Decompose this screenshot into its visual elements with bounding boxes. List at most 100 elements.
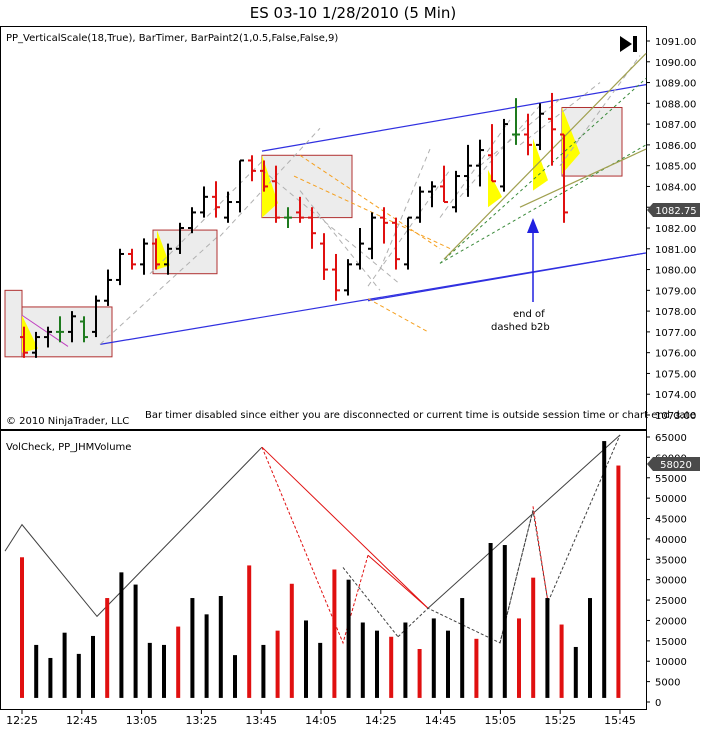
last-volume-label: 58020	[660, 460, 692, 471]
volume-bar	[559, 624, 564, 698]
last-volume-marker: 58020	[647, 457, 700, 471]
price-tick-label: 1073.00	[655, 411, 696, 422]
price-bar	[548, 92, 556, 166]
price-tick-label: 1077.00	[655, 328, 696, 339]
volume-tick-label: 10000	[655, 657, 687, 668]
price-tick-label: 1081.00	[655, 245, 696, 256]
fan-line-11	[559, 55, 641, 166]
price-bar	[500, 118, 508, 192]
price-bar	[236, 159, 244, 213]
price-tick-label: 1078.00	[655, 307, 696, 318]
support-trendline	[367, 252, 647, 302]
price-bar	[308, 207, 316, 249]
time-tick-label: 15:05	[485, 714, 517, 727]
price-tick-label: 1080.00	[655, 266, 696, 277]
price-tick-label: 1082.00	[655, 224, 696, 235]
time-tick-label: 14:05	[305, 714, 337, 727]
price-bar	[32, 331, 40, 358]
volume-bar	[62, 632, 67, 698]
price-bar	[176, 222, 184, 254]
volume-tick-label: 35000	[655, 555, 687, 566]
volume-bar	[162, 644, 166, 698]
price-bar	[20, 326, 28, 358]
volume-bar	[218, 596, 223, 698]
orange-dashed-1	[293, 175, 456, 252]
volume-bar	[76, 653, 81, 698]
price-tick-label: 1075.00	[655, 369, 696, 380]
volume-tick-label: 40000	[655, 535, 687, 546]
volume-zigzag-gray-1	[4, 446, 263, 618]
price-tick-label: 1089.00	[655, 79, 696, 90]
time-tick-label: 12:45	[66, 714, 98, 727]
price-tick-label: 1085.00	[655, 162, 696, 173]
time-tick-label: 14:25	[365, 714, 397, 727]
volume-bar	[261, 644, 266, 698]
time-tick-label: 13:45	[245, 714, 277, 727]
fan-line-3	[261, 169, 401, 285]
price-bar	[428, 181, 436, 208]
price-bar	[80, 316, 88, 343]
price-bar	[488, 124, 496, 183]
volume-bar	[460, 598, 465, 698]
price-panel-frame	[0, 26, 647, 430]
volume-bar	[602, 441, 607, 698]
price-bar	[128, 248, 136, 270]
price-bar	[140, 238, 148, 275]
price-bar	[44, 326, 52, 348]
time-tick-label: 13:05	[126, 714, 158, 727]
volume-bar	[360, 622, 365, 698]
price-bar	[416, 186, 424, 223]
highlight-triangle-1	[157, 230, 170, 270]
volume-zigzag-red-1	[367, 554, 429, 609]
volume-bar	[105, 598, 110, 698]
volume-bar	[233, 655, 237, 698]
price-bar	[320, 233, 328, 280]
price-axis: 1073.00 1074.00 1075.00 1076.00 1077.00 1078.…	[646, 37, 696, 422]
price-bar	[392, 217, 400, 270]
price-bar	[440, 165, 448, 204]
fan-line-6	[379, 148, 431, 270]
time-tick-label: 15:25	[544, 714, 576, 727]
price-bar	[224, 191, 232, 223]
green-dashed-upper	[439, 78, 647, 264]
skip-to-end-icon[interactable]	[620, 36, 637, 52]
volume-bars	[20, 441, 621, 698]
annotation-line-2: dashed b2b	[491, 322, 550, 333]
orange-dashed-2	[299, 154, 441, 250]
volume-bar	[474, 638, 479, 698]
fan-line-5	[367, 169, 451, 287]
volume-bar	[417, 649, 422, 698]
volume-bar	[375, 630, 379, 698]
volume-bar	[20, 557, 24, 698]
volume-bar	[346, 579, 351, 698]
price-bar	[260, 160, 268, 192]
price-bar	[404, 216, 412, 270]
price-bar	[332, 253, 340, 301]
price-indicators-label: PP_VerticalScale(18,True), BarTimer, Bar…	[6, 33, 338, 44]
time-tick-label: 14:45	[425, 714, 457, 727]
volume-tick-label: 45000	[655, 515, 687, 526]
price-bar	[284, 207, 292, 228]
volume-bar	[531, 577, 536, 698]
volume-tick-label: 5000	[655, 678, 680, 689]
fan-line-8	[459, 105, 541, 198]
highlight-triangle-0	[22, 315, 38, 353]
volume-bar	[247, 565, 252, 698]
fan-line-7	[439, 119, 511, 218]
price-tick-label: 1076.00	[655, 349, 696, 360]
price-tick-label: 1079.00	[655, 286, 696, 297]
volume-bar	[545, 598, 550, 698]
volume-zigzag-gray-3	[427, 434, 621, 609]
upper-trendline	[261, 84, 647, 152]
orange-dashed-3	[367, 298, 429, 333]
volume-zigzag-gray-4	[499, 434, 621, 644]
annotation-arrow-head	[527, 218, 539, 233]
price-tick-label: 1090.00	[655, 58, 696, 69]
price-bar	[380, 207, 388, 244]
price-bar	[272, 165, 280, 223]
price-bar	[464, 144, 472, 197]
volume-bar	[48, 657, 53, 698]
price-bar	[92, 295, 100, 338]
price-tick-label: 1088.00	[655, 99, 696, 110]
